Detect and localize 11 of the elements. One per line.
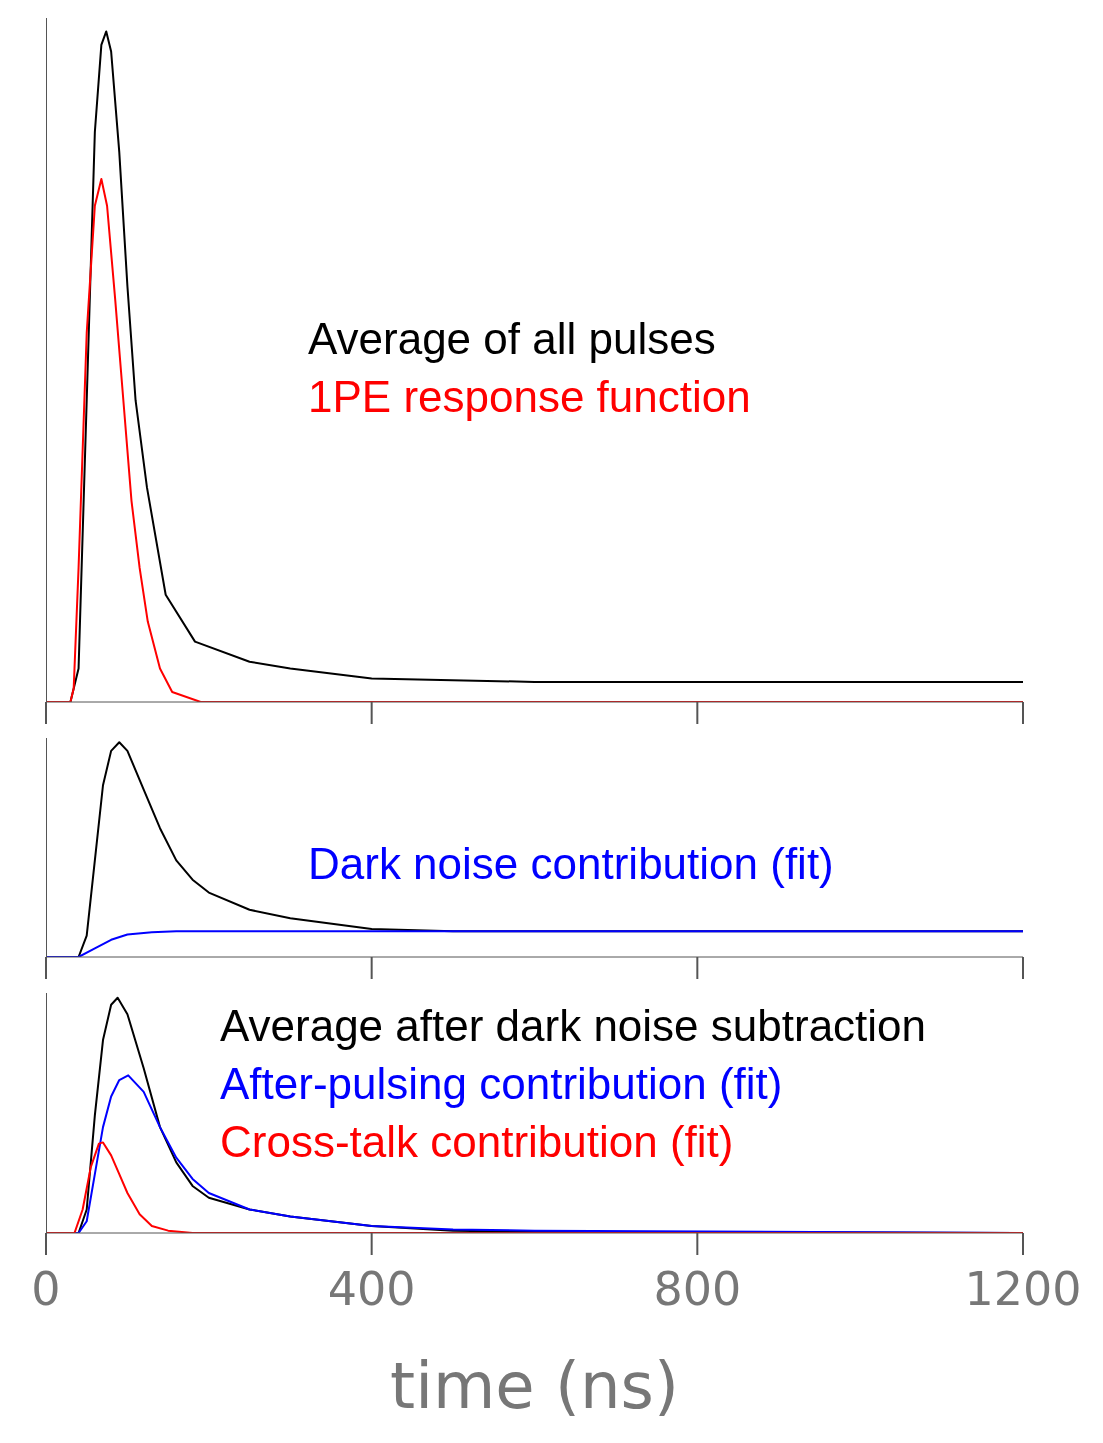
series-label: Average after dark noise subtraction <box>220 1000 927 1052</box>
series-label: Cross-talk contribution (fit) <box>220 1116 735 1168</box>
x-tick-label: 400 <box>327 1262 416 1316</box>
x-tick-label: 0 <box>31 1262 61 1316</box>
series-label: Dark noise contribution (fit) <box>308 838 834 891</box>
text: Average of all pulses <box>308 313 717 366</box>
x-axis-title: time (ns) <box>390 1349 679 1423</box>
x-tick-label: 1200 <box>964 1262 1082 1316</box>
text: 1PE response function <box>308 371 751 424</box>
series-label: After-pulsing contribution (fit) <box>220 1058 784 1110</box>
x-tick-label: 800 <box>653 1262 742 1316</box>
